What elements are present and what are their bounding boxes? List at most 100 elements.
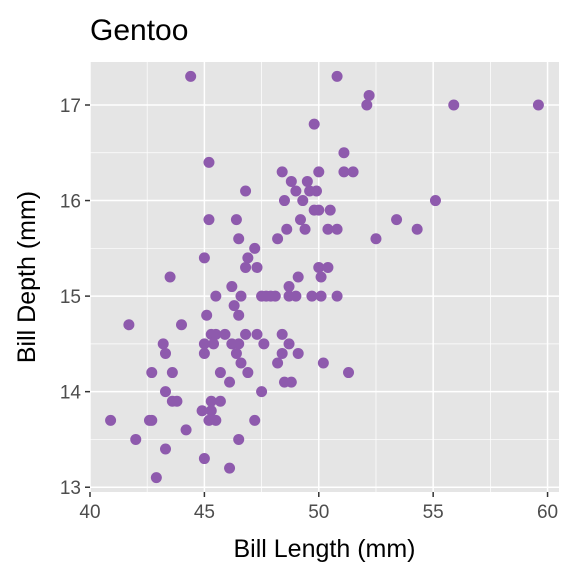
data-point: [203, 214, 215, 226]
data-point: [283, 281, 295, 293]
data-point: [301, 175, 313, 187]
data-point: [198, 252, 210, 264]
data-point: [411, 223, 423, 235]
data-point: [292, 347, 304, 359]
data-point: [322, 223, 334, 235]
x-tick-label: 55: [423, 502, 444, 523]
data-point: [324, 204, 336, 216]
data-point: [198, 453, 210, 465]
data-point: [214, 367, 226, 379]
x-tick-label: 45: [194, 502, 215, 523]
data-point: [242, 252, 254, 264]
data-point: [233, 233, 245, 245]
data-point: [272, 233, 284, 245]
data-point: [256, 386, 268, 398]
data-point: [310, 185, 322, 197]
data-point: [166, 367, 178, 379]
data-point: [283, 338, 295, 350]
data-point: [235, 290, 247, 302]
data-point: [306, 290, 318, 302]
data-point: [219, 328, 231, 340]
data-point: [208, 338, 220, 350]
data-point: [251, 328, 263, 340]
y-tick-label: 16: [60, 192, 81, 213]
data-point: [285, 175, 297, 187]
data-point: [233, 338, 245, 350]
data-point: [198, 347, 210, 359]
data-point: [196, 405, 208, 417]
data-point: [331, 290, 343, 302]
minor-gridlines: [90, 62, 559, 492]
data-point: [276, 328, 288, 340]
data-point: [210, 414, 222, 426]
data-point: [230, 214, 242, 226]
data-point: [276, 347, 288, 359]
data-point: [338, 147, 350, 159]
data-point: [210, 328, 222, 340]
data-point: [150, 472, 162, 484]
data-point: [176, 319, 188, 331]
data-point: [313, 204, 325, 216]
data-point: [240, 261, 252, 273]
data-point: [285, 376, 297, 388]
y-tick-label: 17: [60, 96, 81, 117]
data-point: [272, 357, 284, 369]
data-point: [429, 195, 441, 207]
data-point: [292, 271, 304, 283]
data-point: [278, 195, 290, 207]
x-axis-title: Bill Length (mm): [234, 535, 416, 563]
data-point: [315, 271, 327, 283]
x-axis-ticks: 40 45 50 55 60: [79, 492, 558, 523]
data-point: [313, 261, 325, 273]
data-point: [317, 357, 329, 369]
data-point: [233, 433, 245, 445]
data-point: [242, 367, 254, 379]
data-point: [269, 290, 281, 302]
data-point: [297, 195, 309, 207]
data-point: [331, 223, 343, 235]
data-point: [230, 347, 242, 359]
data-point: [338, 166, 350, 178]
data-point: [130, 433, 142, 445]
data-point: [290, 185, 302, 197]
data-point: [299, 223, 311, 235]
data-point: [370, 233, 382, 245]
data-point: [361, 99, 373, 111]
data-point: [171, 395, 183, 407]
data-point: [205, 395, 217, 407]
data-point: [228, 300, 240, 312]
y-axis-title: Bill Depth (mm): [13, 191, 41, 363]
data-point: [233, 309, 245, 321]
data-point: [205, 405, 217, 417]
data-point: [251, 261, 263, 273]
data-point: [313, 166, 325, 178]
data-point: [224, 462, 236, 474]
data-point: [105, 414, 117, 426]
data-points: [105, 70, 544, 484]
y-tick-label: 13: [60, 478, 81, 499]
data-point: [249, 414, 261, 426]
data-point: [224, 376, 236, 388]
data-point: [331, 70, 343, 82]
y-tick-label: 14: [60, 383, 82, 404]
chart-title: Gentoo: [90, 14, 188, 47]
data-point: [240, 328, 252, 340]
data-point: [164, 271, 176, 283]
data-point: [226, 281, 238, 293]
data-point: [249, 242, 261, 254]
data-point: [281, 223, 293, 235]
y-tick-label: 15: [60, 287, 81, 308]
data-point: [235, 357, 247, 369]
data-point: [391, 214, 403, 226]
data-point: [276, 166, 288, 178]
data-point: [201, 309, 213, 321]
x-tick-label: 60: [537, 502, 558, 523]
data-point: [532, 99, 544, 111]
data-point: [146, 367, 158, 379]
data-point: [198, 338, 210, 350]
data-point: [203, 156, 215, 168]
data-point: [214, 395, 226, 407]
data-point: [294, 214, 306, 226]
x-tick-label: 40: [79, 502, 100, 523]
